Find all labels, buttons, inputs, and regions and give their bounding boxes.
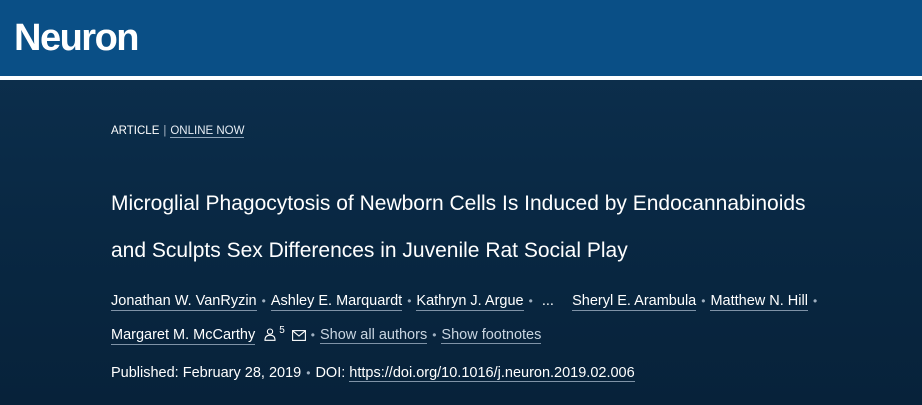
author-list: Jonathan W. VanRyzin • Ashley E. Marquardt… [111, 287, 911, 352]
author-separator-dot: • [701, 294, 706, 308]
author-link[interactable]: Jonathan W. VanRyzin [111, 293, 257, 311]
info-separator-dot: • [306, 366, 311, 380]
author-separator-dot: • [528, 294, 533, 308]
author-link[interactable]: Ashley E. Marquardt [270, 293, 403, 311]
author-link[interactable]: Kathryn J. Argue [416, 293, 524, 311]
neuron-logo[interactable]: Neuron [14, 17, 140, 59]
article-title: Microglial Phagocytosis of Newborn Cells… [111, 180, 911, 274]
person-icon[interactable] [264, 323, 276, 352]
email-icon[interactable] [291, 323, 306, 352]
author-separator-dot: • [261, 294, 266, 308]
author-separator-dot: • [812, 294, 818, 308]
authors-ellipsis: ... [541, 293, 554, 309]
publication-info: Published: February 28, 2019 • DOI: https:… [111, 362, 635, 384]
article-title-line-2: and Sculpts Sex Differences in Juvenile … [111, 239, 628, 262]
author-link[interactable]: Sheryl E. Arambula [572, 293, 697, 311]
published-date: Published: February 28, 2019 [111, 365, 302, 381]
author-separator-dot: • [432, 328, 437, 342]
doi-label: DOI: [315, 365, 346, 381]
article-type: ARTICLE [111, 125, 160, 137]
author-separator-dot: • [407, 294, 412, 308]
author-link[interactable]: Matthew N. Hill [710, 293, 808, 311]
masthead-divider [0, 76, 922, 80]
online-now-link[interactable]: ONLINE NOW [170, 125, 245, 138]
doi-link[interactable]: https://doi.org/10.1016/j.neuron.2019.02… [349, 365, 635, 382]
author-footnote-number[interactable]: 5 [279, 325, 285, 336]
show-footnotes-link[interactable]: Show footnotes [441, 327, 542, 344]
article-title-line-1: Microglial Phagocytosis of Newborn Cells… [111, 192, 806, 215]
author-separator-dot: • [310, 328, 315, 342]
author-link[interactable]: Margaret M. McCarthy [111, 327, 256, 345]
meta-separator: | [163, 125, 167, 137]
masthead: Neuron [0, 0, 922, 76]
article-meta: ARTICLE | ONLINE NOW [111, 124, 245, 138]
show-all-authors-link[interactable]: Show all authors [320, 327, 428, 344]
